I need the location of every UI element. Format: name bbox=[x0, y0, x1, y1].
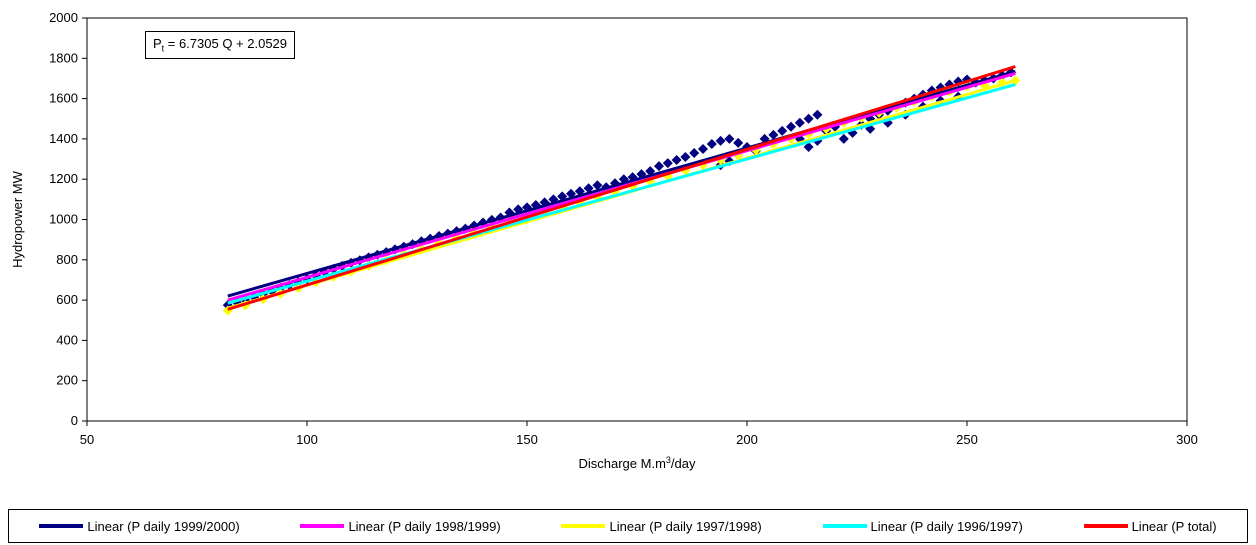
legend-label: Linear (P daily 1997/1998) bbox=[609, 518, 762, 534]
x-axis-title-superscript: 3 bbox=[666, 455, 671, 465]
scatter-point bbox=[724, 133, 735, 144]
legend-item: Linear (P daily 1997/1998) bbox=[561, 518, 762, 534]
scatter-point bbox=[671, 155, 682, 166]
y-tick-label: 1600 bbox=[49, 91, 78, 106]
scatter-point bbox=[706, 138, 717, 149]
scatter-point bbox=[803, 113, 814, 124]
scatter-point bbox=[786, 121, 796, 132]
y-tick-label: 0 bbox=[71, 413, 78, 428]
scatter-point bbox=[583, 183, 594, 194]
equation-body: = 6.7305 Q + 2.0529 bbox=[164, 36, 288, 52]
legend-label: Linear (P daily 1999/2000) bbox=[87, 518, 240, 534]
y-axis-title: Hydropower MW bbox=[10, 170, 25, 268]
scatter-point bbox=[733, 137, 744, 148]
equation-symbol: P bbox=[152, 36, 162, 52]
scatter-point bbox=[592, 180, 603, 191]
y-tick-label: 1400 bbox=[49, 131, 78, 146]
legend-swatch bbox=[300, 524, 345, 528]
legend-swatch bbox=[39, 524, 84, 528]
x-axis-title-main: Discharge M.m bbox=[578, 456, 665, 471]
legend-item: Linear (P daily 1998/1999) bbox=[300, 518, 501, 534]
equation-text: Pt = 6.7305 Q + 2.0529 bbox=[153, 36, 287, 54]
trendline bbox=[227, 83, 1016, 305]
x-tick-label: 150 bbox=[516, 432, 538, 447]
legend-swatch bbox=[1083, 524, 1128, 528]
y-tick-label: 200 bbox=[56, 373, 78, 388]
x-axis-title: Discharge M.m3/day bbox=[578, 455, 696, 471]
x-tick-label: 300 bbox=[1176, 432, 1198, 447]
scatter-point bbox=[847, 127, 858, 138]
chart-legend: Linear (P daily 1999/2000) Linear (P dail… bbox=[8, 509, 1248, 543]
scatter-point bbox=[680, 152, 691, 163]
trendline bbox=[227, 69, 1016, 298]
scatter-point bbox=[698, 143, 708, 154]
y-tick-label: 1000 bbox=[49, 212, 78, 227]
legend-item: Linear (P daily 1999/2000) bbox=[39, 518, 240, 534]
trendline bbox=[227, 65, 1016, 311]
scatter-point bbox=[689, 148, 700, 159]
scatter-point bbox=[662, 158, 673, 169]
legend-label: Linear (P daily 1996/1997) bbox=[870, 518, 1023, 534]
legend-swatch bbox=[561, 524, 606, 528]
y-tick-label: 2000 bbox=[49, 10, 78, 25]
scatter-point bbox=[654, 161, 664, 172]
y-tick-label: 600 bbox=[56, 292, 78, 307]
y-tick-label: 800 bbox=[56, 252, 78, 267]
legend-item: Linear (P daily 1996/1997) bbox=[822, 518, 1023, 534]
x-tick-label: 100 bbox=[296, 432, 318, 447]
axis-ticks: 0 200 400 600 800 1000 1200 1400 1600 1800 2000 50 1… bbox=[49, 10, 1198, 447]
regression-equation-box: Pt = 6.7305 Q + 2.0529 bbox=[145, 31, 295, 59]
scatter-point bbox=[715, 135, 726, 146]
legend-label: Linear (P daily 1998/1999) bbox=[348, 518, 501, 534]
y-tick-label: 1800 bbox=[49, 50, 78, 65]
legend-item: Linear (P total) bbox=[1083, 518, 1217, 534]
scatter-point bbox=[812, 109, 823, 120]
x-tick-label: 250 bbox=[956, 432, 978, 447]
scatter-point bbox=[803, 141, 814, 152]
equation-subscript: t bbox=[161, 43, 165, 54]
x-tick-label: 200 bbox=[736, 432, 758, 447]
y-tick-label: 400 bbox=[56, 332, 78, 347]
scatter-point bbox=[777, 125, 788, 136]
y-tick-label: 1200 bbox=[49, 171, 78, 186]
chart-svg: 0 200 400 600 800 1000 1200 1400 1600 1800 2000 50 1… bbox=[10, 10, 1198, 471]
legend-label: Linear (P total) bbox=[1131, 518, 1217, 534]
scatter-point bbox=[768, 129, 779, 140]
plot-area-frame bbox=[86, 17, 1188, 422]
scatter-point bbox=[838, 133, 849, 144]
x-tick-label: 50 bbox=[80, 432, 94, 447]
legend-swatch bbox=[822, 524, 867, 528]
x-axis-title-suffix: /day bbox=[671, 456, 696, 471]
trendline-layer bbox=[227, 65, 1016, 311]
scatter-point bbox=[794, 117, 805, 128]
